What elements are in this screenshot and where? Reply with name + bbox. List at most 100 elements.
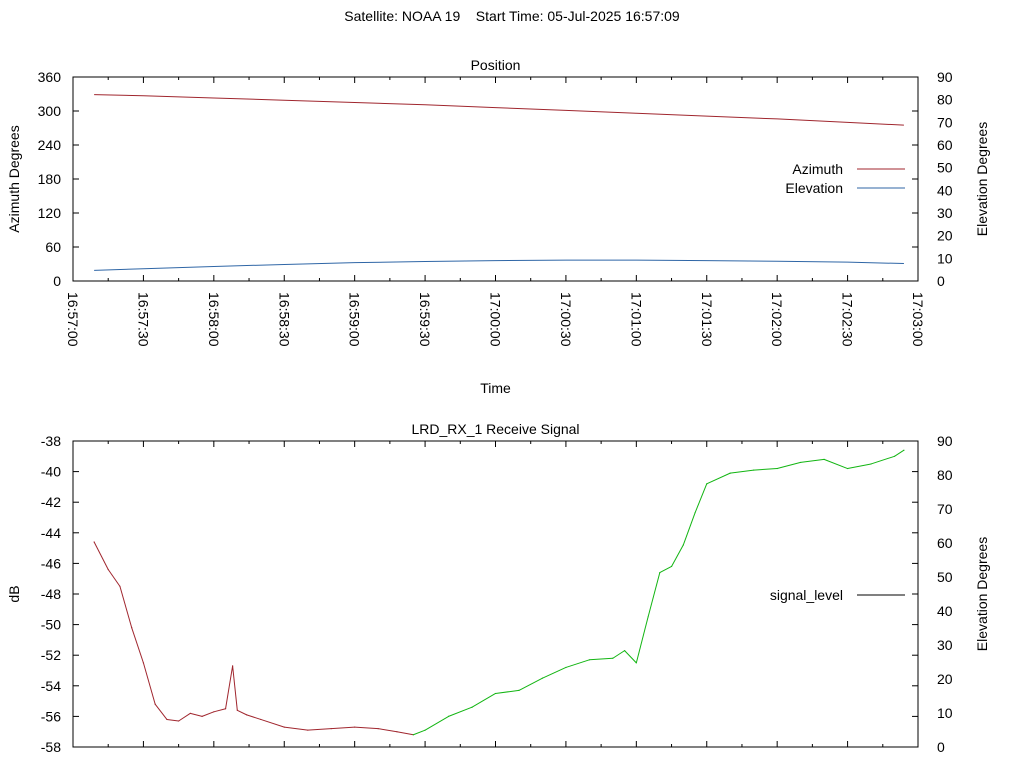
- signal-y2-tick-label: 90: [937, 433, 953, 449]
- signal-y2-tick-label: 70: [937, 501, 953, 517]
- position-y2-tick-label: 30: [937, 205, 953, 221]
- signal-level-series-segment: [225, 665, 234, 709]
- signal-level-series-segment: [424, 715, 449, 731]
- signal-y2-tick-label: 50: [937, 569, 953, 585]
- signal-y-tick-label: -46: [41, 555, 61, 571]
- signal-level-data-point: [189, 712, 191, 714]
- position-x-axis-label: Time: [480, 380, 511, 396]
- signal-level-data-point: [236, 709, 238, 711]
- signal-y2-tick-label: 60: [937, 535, 953, 551]
- signal-level-series-segment: [753, 468, 778, 471]
- signal-level-data-point: [93, 541, 95, 543]
- signal-level-data-point: [377, 728, 379, 730]
- position-y-tick-label: 300: [38, 103, 62, 119]
- position-y2-tick-label: 40: [937, 182, 953, 198]
- signal-level-data-point: [647, 616, 649, 618]
- signal-y-tick-label: -52: [41, 647, 61, 663]
- signal-y-tick-label: -48: [41, 586, 61, 602]
- signal-level-data-point: [776, 467, 778, 470]
- page-title: Satellite: NOAA 19 Start Time: 05-Jul-20…: [344, 8, 680, 24]
- signal-level-series-segment: [706, 472, 731, 485]
- signal-level-series-segment: [237, 709, 247, 716]
- signal-level-series-segment: [694, 483, 708, 514]
- position-y-tick-label: 120: [38, 205, 62, 221]
- signal-level-data-point: [659, 571, 661, 574]
- signal-level-series-segment: [635, 616, 649, 663]
- signal-level-data-point: [541, 677, 544, 679]
- signal-level-data-point: [354, 726, 356, 728]
- position-y2-tick-label: 50: [937, 160, 953, 176]
- signal-level-series-segment: [870, 455, 895, 465]
- signal-level-series-segment: [190, 712, 203, 717]
- signal-level-data-point: [283, 726, 285, 728]
- position-x-tick-label: 17:00:00: [488, 292, 504, 347]
- position-x-tick-label: 16:59:30: [417, 292, 433, 347]
- signal-level-series-segment: [246, 714, 261, 720]
- signal-level-series-segment: [354, 726, 379, 730]
- signal-y-tick-label: -42: [41, 494, 61, 510]
- position-x-tick-label: 17:02:30: [840, 292, 856, 347]
- position-y2-tick-label: 70: [937, 114, 953, 130]
- signal-y2-tick-label: 10: [937, 705, 953, 721]
- position-y2-axis-label: Elevation Degrees: [974, 122, 990, 236]
- signal-level-data-point: [471, 706, 473, 708]
- signal-level-data-point: [800, 461, 802, 464]
- signal-level-series-segment: [730, 469, 754, 474]
- position-y-tick-label: 360: [38, 69, 62, 85]
- signal-y-tick-label: -58: [41, 739, 61, 755]
- signal-level-series-segment: [518, 677, 543, 691]
- elevation-series-line: [94, 259, 904, 271]
- signal-level-series-segment: [396, 731, 414, 736]
- signal-level-series-segment: [542, 666, 567, 679]
- signal-level-series-segment: [178, 712, 191, 722]
- signal-level-data-point: [178, 720, 180, 722]
- signal-level-series-segment: [894, 449, 905, 457]
- signal-level-data-point: [232, 665, 234, 667]
- elevation-legend-label: Elevation: [785, 180, 843, 196]
- signal-level-series-segment: [166, 718, 179, 722]
- signal-level-series-segment: [647, 572, 661, 618]
- signal-level-series-segment: [154, 703, 168, 720]
- signal-level-series-segment: [800, 458, 825, 463]
- azimuth-legend-label: Azimuth: [792, 161, 843, 177]
- signal-level-series-segment: [307, 728, 332, 731]
- signal-level-data-point: [823, 458, 825, 460]
- signal-level-data-point: [154, 703, 156, 705]
- position-x-tick-label: 16:58:30: [276, 292, 292, 347]
- signal-level-data-point: [330, 728, 332, 730]
- signal-level-data-point: [870, 463, 872, 465]
- signal-level-series-segment: [624, 650, 637, 664]
- signal-level-data-point: [246, 714, 248, 716]
- signal-level-series-segment: [284, 726, 308, 731]
- signal-level-series-segment: [201, 711, 215, 717]
- position-y-tick-label: 240: [38, 137, 62, 153]
- position-y2-tick-label: 0: [937, 273, 945, 289]
- signal-level-series-segment: [107, 569, 121, 587]
- signal-level-legend-label: signal_level: [770, 587, 843, 603]
- position-x-tick-label: 16:57:30: [135, 292, 151, 347]
- signal-y2-tick-label: 30: [937, 637, 953, 653]
- position-x-tick-label: 17:02:00: [769, 292, 785, 347]
- position-x-tick-label: 16:57:00: [65, 292, 81, 347]
- signal-level-data-point: [753, 469, 755, 471]
- signal-level-data-point: [107, 568, 109, 571]
- signal-level-data-point: [447, 715, 450, 718]
- signal-level-series-segment: [682, 512, 696, 546]
- position-x-tick-label: 16:59:00: [347, 292, 363, 347]
- position-y2-tick-label: 10: [937, 250, 953, 266]
- signal-level-series-segment: [260, 718, 285, 728]
- signal-y-tick-label: -56: [41, 708, 61, 724]
- signal-y2-tick-label: 80: [937, 467, 953, 483]
- position-y2-tick-label: 60: [937, 137, 953, 153]
- signal-level-series-segment: [565, 659, 590, 668]
- signal-y-tick-label: -50: [41, 617, 61, 633]
- signal-level-series-segment: [213, 708, 226, 713]
- signal-level-data-point: [518, 689, 520, 691]
- signal-level-data-point: [201, 715, 203, 718]
- signal-level-series-segment: [471, 693, 496, 708]
- signal-y-tick-label: -40: [41, 464, 61, 480]
- signal-level-data-point: [166, 718, 168, 721]
- signal-level-series-segment: [93, 541, 109, 570]
- signal-level-data-point: [694, 512, 696, 514]
- signal-level-series-segment: [448, 706, 473, 717]
